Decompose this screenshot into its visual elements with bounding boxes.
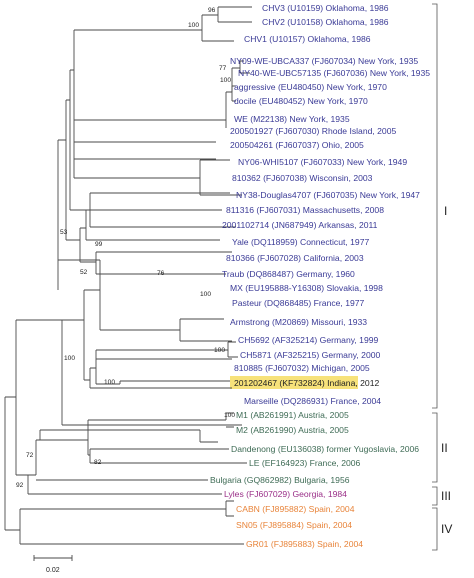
taxon-label: CH5692 (AF325214) Germany, 1999 (238, 335, 379, 345)
taxon-label: 811316 (FJ607031) Massachusetts, 2008 (226, 205, 384, 215)
taxon-label: 810366 (FJ607028) California, 2003 (226, 253, 364, 263)
bootstrap-value: 82 (94, 459, 102, 466)
taxon-label: NY40-WE-UBC57135 (FJ607036) New York, 19… (238, 68, 430, 78)
taxon-label: Marseille (DQ286931) France, 2004 (244, 396, 381, 406)
scale-bar: 0.02 (33, 555, 73, 574)
bootstrap-value: 100 (64, 355, 75, 362)
bootstrap-value: 100 (224, 412, 235, 419)
indiana-highlight (230, 376, 358, 389)
cluster-bracket-ii (432, 412, 438, 483)
bootstrap-values: 96 100 77 100 53 99 52 76 100 100 100 10… (16, 7, 235, 489)
taxon-label: CHV1 (U10157) Oklahoma, 1986 (244, 34, 371, 44)
cluster-label: III (441, 489, 451, 503)
cluster-label: II (441, 441, 448, 455)
taxon-label: Yale (DQ118959) Connecticut, 1977 (232, 237, 369, 247)
taxon-label: MX (EU195888-Y16308) Slovakia, 1998 (230, 283, 383, 293)
taxon-label: 200504261 (FJ607037) Ohio, 2005 (230, 140, 364, 150)
taxon-label: CHV3 (U10159) Oklahoma, 1986 (262, 3, 389, 13)
bootstrap-value: 96 (208, 7, 216, 14)
bootstrap-value: 53 (60, 229, 68, 236)
taxon-label: Lyles (FJ607029) Georgia, 1984 (224, 489, 347, 499)
cluster-brackets: I II III IV (432, 3, 452, 551)
taxon-label: Armstrong (M20869) Missouri, 1933 (230, 317, 367, 327)
bootstrap-value: 100 (104, 379, 115, 386)
taxon-label: 810885 (FJ607032) Michigan, 2005 (234, 363, 370, 373)
bootstrap-value: 76 (157, 270, 165, 277)
bootstrap-value: 100 (220, 77, 231, 84)
taxon-label: CH5871 (AF325215) Germany, 2000 (240, 350, 381, 360)
bootstrap-value: 52 (80, 269, 88, 276)
cluster-bracket-iv (432, 507, 438, 551)
taxon-label: LE (EF164923) France, 2006 (249, 458, 361, 468)
taxon-label: aggressive (EU480450) New York, 1970 (234, 82, 387, 92)
taxon-label: Traub (DQ868487) Germany, 1960 (222, 269, 355, 279)
bootstrap-value: 72 (26, 452, 34, 459)
taxon-label: 2001102714 (JN687949) Arkansas, 2011 (222, 220, 378, 230)
taxon-label: 810362 (FJ607038) Wisconsin, 2003 (232, 173, 373, 183)
cluster-label: IV (441, 522, 452, 536)
taxon-label: Bulgaria (GQ862982) Bulgaria, 1956 (210, 475, 350, 485)
taxon-label: docile (EU480452) New York, 1970 (234, 96, 368, 106)
cluster-bracket-i (432, 3, 438, 409)
cluster-bracket-iii (432, 486, 438, 506)
scale-label: 0.02 (46, 567, 60, 574)
taxon-label: M2 (AB261990) Austria, 2005 (236, 425, 349, 435)
bootstrap-value: 100 (200, 291, 211, 298)
taxon-label: SN05 (FJ895884) Spain, 2004 (236, 520, 352, 530)
taxon-label: Pasteur (DQ868485) France, 1977 (232, 298, 365, 308)
taxon-label-highlighted: 201202467 (KF732824) Indiana, 2012 (234, 378, 379, 388)
taxon-label: 200501927 (FJ607030) Rhode Island, 2005 (230, 126, 396, 136)
taxon-labels: CHV3 (U10159) Oklahoma, 1986 CHV2 (U1015… (210, 3, 430, 549)
bootstrap-value: 100 (214, 347, 225, 354)
bootstrap-value: 99 (95, 241, 103, 248)
taxon-label: NY38-Douglas4707 (FJ607035) New York, 19… (236, 190, 420, 200)
cluster-label: I (444, 204, 447, 218)
taxon-label: WE (M22138) New York, 1935 (234, 114, 350, 124)
bootstrap-value: 77 (219, 65, 227, 72)
bootstrap-value: 92 (16, 482, 24, 489)
taxon-label: GR01 (FJ895883) Spain, 2004 (246, 539, 363, 549)
taxon-label: NY06-WHI5107 (FJ607033) New York, 1949 (238, 157, 407, 167)
taxon-label: CHV2 (U10158) Oklahoma, 1986 (262, 17, 389, 27)
taxon-label: Dandenong (EU136038) former Yugoslavia, … (231, 444, 419, 454)
taxon-label: CABN (FJ895882) Spain, 2004 (236, 504, 355, 514)
taxon-label: NY09-WE-UBCA337 (FJ607034) New York, 193… (230, 56, 418, 66)
taxon-label: M1 (AB261991) Austria, 2005 (236, 410, 349, 420)
tree-branches (4, 6, 252, 545)
bootstrap-value: 100 (188, 22, 199, 29)
